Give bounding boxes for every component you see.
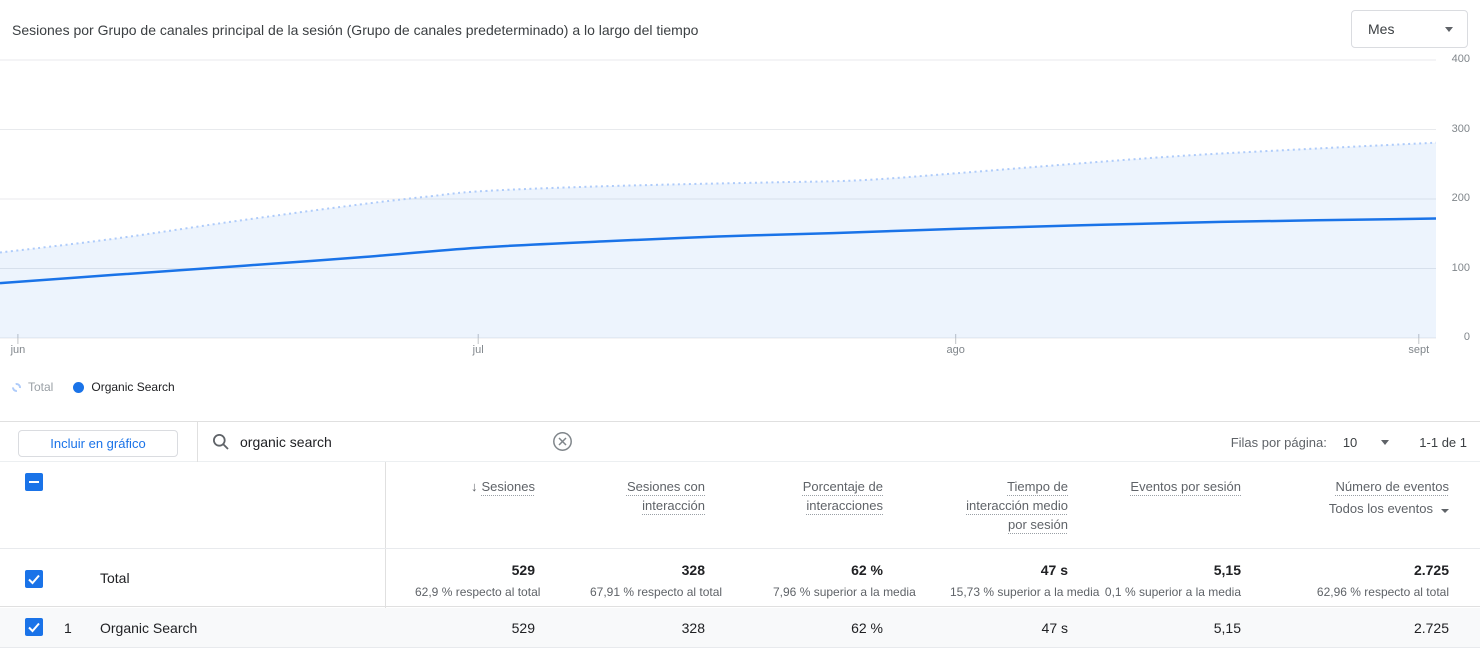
organic-search-series-icon (73, 381, 85, 393)
row-checkbox[interactable] (25, 618, 43, 636)
column-header-numero-eventos[interactable]: Número de eventos Todos los eventos (1279, 477, 1449, 518)
y-axis-tick-label: 0 (1463, 331, 1470, 343)
column-header-porcentaje-interacciones[interactable]: Porcentaje de interacciones (802, 479, 883, 513)
total-cell-eventos-sesion: 5,15 0,1 % superior a la media (1104, 562, 1241, 599)
row-cell-sesiones: 529 (511, 620, 535, 636)
row-label-organic-search: Organic Search (100, 620, 198, 636)
rows-per-page-chevron-icon[interactable] (1381, 439, 1390, 445)
total-cell-sesiones-interaccion: 328 67,91 % respecto al total (590, 562, 723, 599)
search-icon (213, 434, 229, 450)
row-cell-porcentaje: 62 % (851, 620, 883, 636)
events-filter-dropdown[interactable]: Todos los eventos (1279, 499, 1449, 518)
granularity-value: Mes (1368, 21, 1395, 37)
y-axis-labels: 400 300 200 100 0 (1440, 53, 1470, 345)
table-row[interactable]: 1 Organic Search 529 328 62 % 47 s 5,15 … (0, 608, 1480, 648)
include-in-chart-button[interactable]: Incluir en gráfico (18, 430, 178, 457)
y-axis-tick-label: 300 (1451, 122, 1470, 135)
total-row-checkbox[interactable] (25, 570, 43, 588)
total-cell-numero-eventos: 2.725 62,96 % respecto al total (1316, 562, 1449, 599)
chevron-down-icon (1445, 26, 1453, 32)
legend-label-total: Total (28, 380, 54, 394)
chart-canvas (0, 59, 1436, 344)
table-toolbar: Incluir en gráfico Filas por página: 10 … (0, 421, 1480, 462)
row-cell-eventos-sesion: 5,15 (1213, 620, 1241, 636)
checkmark-icon (28, 574, 40, 585)
x-axis-tick-label: jun (10, 344, 26, 356)
pagination-controls: Filas por página: 10 1-1 de 1 (1231, 422, 1467, 462)
search-input[interactable] (240, 429, 530, 455)
events-filter-chevron-icon (1441, 509, 1449, 513)
row-index: 1 (64, 620, 72, 636)
legend-label-organic-search: Organic Search (91, 380, 175, 394)
x-axis-tick-label: jul (472, 344, 484, 356)
legend-item-total[interactable]: Total (12, 380, 53, 394)
row-cell-numero-eventos: 2.725 (1413, 620, 1449, 636)
column-header-sesiones[interactable]: ↓ Sesiones (471, 479, 535, 494)
legend-item-organic-search[interactable]: Organic Search (73, 380, 175, 394)
sort-descending-icon: ↓ (471, 479, 478, 494)
column-divider (385, 462, 386, 648)
row-cell-sesiones-interaccion: 328 (681, 620, 705, 636)
column-header-tiempo-interaccion[interactable]: Tiempo de interacción medio por sesión (966, 479, 1068, 532)
y-axis-tick-label: 200 (1451, 192, 1470, 204)
column-header-sesiones-con-interaccion[interactable]: Sesiones con interacción (626, 479, 705, 513)
total-series-icon (12, 382, 21, 392)
y-axis-tick-label: 400 (1451, 53, 1470, 65)
x-axis-tick-label: sept (1408, 344, 1430, 356)
select-all-checkbox[interactable] (25, 473, 43, 491)
indeterminate-mark-icon (29, 481, 39, 483)
total-cell-tiempo: 47 s 15,73 % superior a la media (950, 562, 1100, 599)
pagination-status: 1-1 de 1 (1419, 434, 1467, 450)
total-row: Total 529 62,9 % respecto al total 328 67,… (0, 548, 1480, 607)
checkmark-icon (28, 622, 40, 633)
y-axis-tick-label: 100 (1451, 261, 1470, 274)
sessions-over-time-chart: 400 300 200 100 0 jun jul ago sept (0, 53, 1480, 360)
rows-per-page-label: Filas por página: (1230, 434, 1327, 450)
report-title: Sesiones por Grupo de canales principal … (12, 22, 699, 38)
rows-per-page-value[interactable]: 10 (1342, 434, 1358, 450)
clear-search-icon[interactable] (552, 431, 573, 452)
total-cell-sesiones: 529 62,9 % respecto al total (415, 562, 541, 599)
chart-legend: Total Organic Search (12, 380, 175, 394)
total-row-label: Total (100, 570, 130, 586)
total-cell-porcentaje: 62 % 7,96 % superior a la media (773, 562, 916, 599)
toolbar-divider (197, 422, 198, 462)
column-header-eventos-por-sesion[interactable]: Eventos por sesión (1130, 479, 1241, 494)
x-axis-labels: jun jul ago sept (0, 344, 1436, 360)
table-header: Grupo de canale…redeterminado) + ↓Sesion… (0, 462, 1480, 548)
row-cell-tiempo: 47 s (1041, 620, 1068, 636)
granularity-dropdown[interactable]: Mes (1351, 10, 1468, 48)
x-axis-tick-label: ago (946, 344, 965, 356)
